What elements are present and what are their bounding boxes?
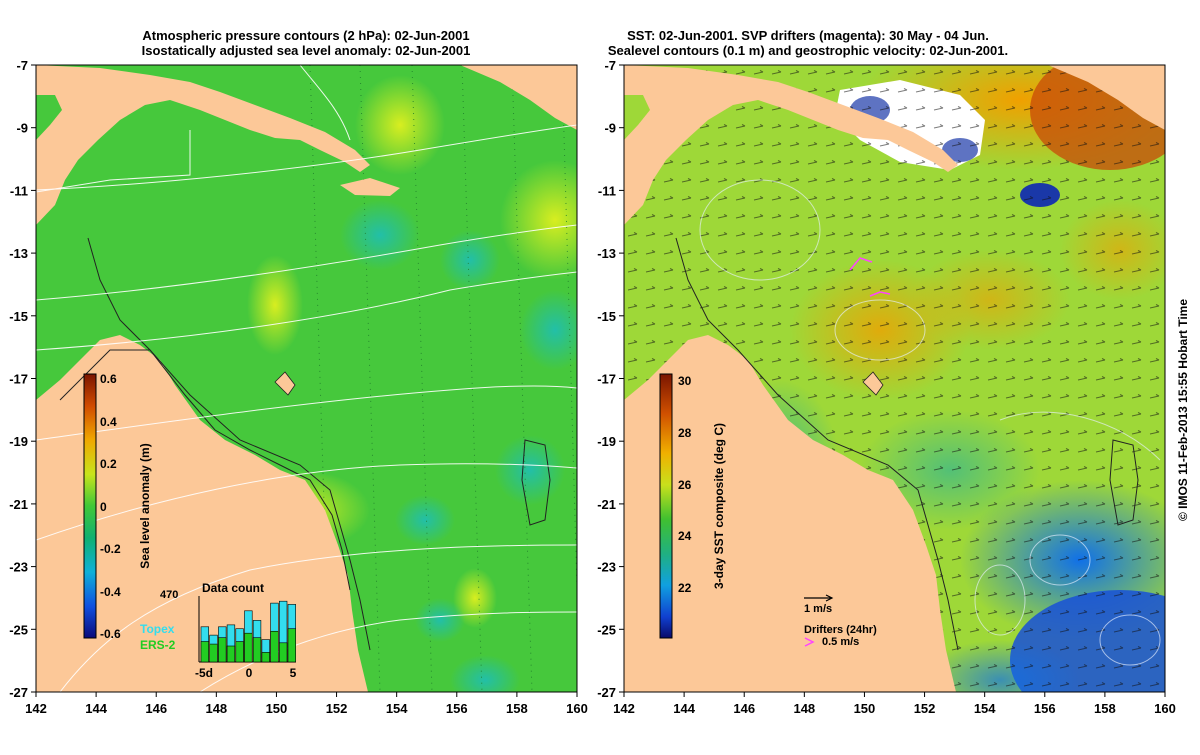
count-bar-ers2-1 [209, 643, 218, 663]
left_panel-ytick-5: -17 [9, 372, 28, 387]
left_panel-xtick-4: 150 [266, 701, 288, 716]
left_panel-ytick-9: -25 [9, 622, 28, 637]
count-bar-ers2-3 [226, 645, 236, 663]
right_panel-ytick-10: -27 [597, 685, 616, 700]
right-title-line1: SST: 02-Jun-2001. SVP drifters (magenta)… [627, 28, 989, 43]
right_panel-xtick-2: 146 [733, 701, 755, 716]
right_panel-xtick-7: 156 [1034, 701, 1056, 716]
sst-cb-tick-0: 30 [678, 374, 692, 388]
velocity-scale-label: 1 m/s [804, 603, 832, 615]
count-bar-ers2-8 [270, 630, 279, 663]
right_panel-xtick-4: 150 [854, 701, 876, 716]
right_panel-ytick-4: -15 [597, 309, 616, 324]
drifter-track-1 [849, 257, 873, 271]
left_panel-ytick-1: -9 [16, 121, 28, 136]
left_panel-ytick-3: -13 [9, 246, 28, 261]
right-land-png [624, 65, 958, 225]
left_panel-xtick-2: 146 [145, 701, 167, 716]
count-bar-ers2-7 [261, 652, 270, 663]
left_panel-xtick-5: 152 [326, 701, 348, 716]
right_panel-xtick-5: 152 [914, 701, 936, 716]
left_panel-ytick-8: -23 [9, 560, 28, 575]
right_panel-ytick-2: -11 [598, 183, 616, 198]
right_panel-xtick-8: 158 [1094, 701, 1116, 716]
data-count-title: Data count [202, 581, 264, 595]
left_panel-ytick-2: -11 [10, 183, 28, 198]
sla-colorbar-label: Sea level anomaly (m) [138, 443, 152, 568]
sla-cb-tick-5: -0.4 [100, 585, 121, 599]
left_panel-xtick-8: 158 [506, 701, 528, 716]
drifter-scale-arrow [804, 637, 815, 647]
count-tick-1: 0 [246, 666, 253, 680]
right_panel-ytick-8: -23 [597, 560, 616, 575]
right_panel-ytick-3: -13 [597, 246, 616, 261]
legend-topex: Topex [140, 622, 175, 636]
left_panel-xtick-3: 148 [205, 701, 227, 716]
right_panel-xtick-3: 148 [793, 701, 815, 716]
sla-cb-tick-1: 0.4 [100, 415, 117, 429]
sst-cb-tick-2: 26 [678, 478, 692, 492]
sla-cb-tick-4: -0.2 [100, 542, 121, 556]
left-title-line1: Atmospheric pressure contours (2 hPa): 0… [142, 28, 469, 43]
drifters-label: Drifters (24hr) [804, 624, 877, 636]
left_panel-xtick-7: 156 [446, 701, 468, 716]
right-land-australia [624, 335, 956, 692]
drifter-scale-label: 0.5 m/s [822, 636, 859, 648]
right-title-line2: Sealevel contours (0.1 m) and geostrophi… [608, 43, 1008, 58]
left-pressure-contours [36, 65, 577, 692]
left-axis-ticks: 142 144 146 148 150 152 154 156 158 160 -7 -9 -11 -13… [9, 58, 588, 716]
left_panel-xtick-6: 154 [386, 701, 408, 716]
count-bar-ers2-9 [278, 642, 288, 663]
right-map[interactable]: 30 28 26 24 22 3-day SST composite (deg … [624, 30, 1200, 730]
left_panel-ytick-6: -19 [9, 434, 28, 449]
right_panel-ytick-1: -9 [604, 121, 616, 136]
count-bar-ers2-10 [287, 628, 296, 663]
right-axis-ticks: 142 144 146 148 150 152 154 156 158 160 -7 -9 -11 -13… [597, 58, 1176, 716]
left-land-png [36, 65, 370, 225]
sla-colorbar [83, 373, 97, 639]
sst-cb-tick-3: 24 [678, 529, 692, 543]
data-count-inset: Data count 470 Topex ERS-2 -5d 0 5 [140, 581, 297, 680]
right_panel-ytick-6: -19 [597, 434, 616, 449]
sla-cb-tick-3: 0 [100, 500, 107, 514]
count-bar-ers2-0 [200, 641, 209, 663]
left_panel-xtick-9: 160 [566, 701, 588, 716]
right_panel-xtick-9: 160 [1154, 701, 1176, 716]
count-tick-0: -5d [195, 666, 213, 680]
sea-level-contours [699, 179, 1161, 666]
count-bar-ers2-6 [252, 637, 262, 663]
right_panel-ytick-5: -17 [597, 372, 616, 387]
right_panel-xtick-1: 144 [673, 701, 695, 716]
drifter-track-2 [869, 291, 891, 297]
sla-cb-tick-2: 0.2 [100, 457, 117, 471]
sla-cb-tick-6: -0.6 [100, 627, 121, 641]
count-bar-ers2-2 [218, 637, 227, 663]
left_panel-ytick-10: -27 [9, 685, 28, 700]
legend-ers2: ERS-2 [140, 638, 176, 652]
sst-colorbar [659, 373, 673, 639]
right_panel-ytick-7: -21 [597, 497, 616, 512]
sst-colorbar-label: 3-day SST composite (deg C) [712, 423, 726, 589]
right_panel-ytick-9: -25 [597, 622, 616, 637]
left_panel-xtick-1: 144 [85, 701, 107, 716]
left_panel-ytick-7: -21 [9, 497, 28, 512]
count-bar-ers2-5 [244, 632, 253, 663]
sla-cb-tick-0: 0.6 [100, 372, 117, 386]
count-tick-2: 5 [290, 666, 297, 680]
sst-cb-tick-4: 22 [678, 581, 692, 595]
count-bar-ers2-4 [235, 641, 244, 663]
data-count-max: 470 [160, 589, 178, 601]
credit-text: © IMOS 11-Feb-2013 15:55 Hobart Time [1176, 299, 1190, 521]
right_panel-ytick-0: -7 [604, 58, 616, 73]
right_panel-xtick-6: 154 [974, 701, 996, 716]
left_panel-ytick-4: -15 [9, 309, 28, 324]
left-title-line2: Isostatically adjusted sea level anomaly… [142, 43, 471, 58]
sst-cb-tick-1: 28 [678, 426, 692, 440]
left_panel-xtick-0: 142 [25, 701, 47, 716]
left-map[interactable]: 0.6 0.4 0.2 0 -0.2 -0.4 -0.6 Sea level a… [36, 65, 610, 705]
right_panel-xtick-0: 142 [613, 701, 635, 716]
left_panel-ytick-0: -7 [16, 58, 28, 73]
